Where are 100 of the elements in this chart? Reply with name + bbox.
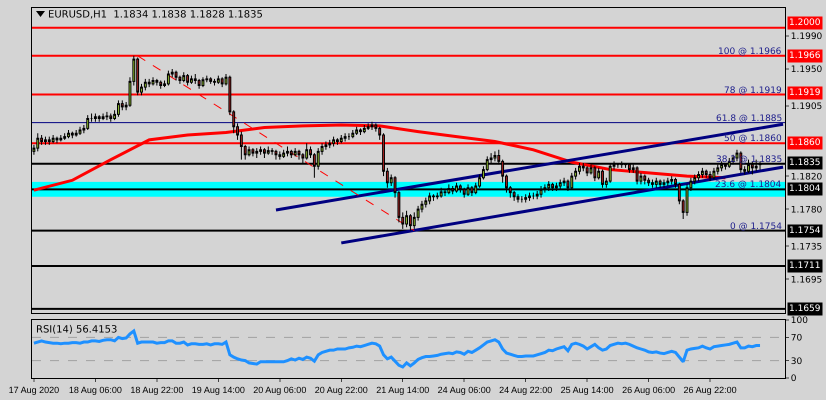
candlestick (428, 192, 432, 205)
candlestick (166, 70, 170, 86)
candlestick (336, 138, 339, 146)
candlestick (274, 149, 278, 160)
candlestick (328, 139, 332, 149)
candlestick (658, 178, 662, 188)
candlestick (248, 146, 251, 157)
chart-title: EURUSD,H1 1.1834 1.1838 1.1828 1.1835 (48, 10, 263, 20)
annotation: 0 @ 1.1754 (730, 222, 782, 232)
candlestick (708, 170, 712, 182)
x-tick-label: 21 Aug 14:00 (376, 384, 430, 395)
x-tick-label: 24 Aug 06:00 (438, 384, 491, 395)
candlestick (102, 113, 105, 121)
candlestick (152, 76, 154, 86)
x-tick-label: 19 Aug 14:00 (192, 384, 245, 395)
candlestick (666, 177, 670, 187)
annotation: 61.8 @ 1.1885 (716, 114, 782, 124)
candlestick (359, 128, 362, 136)
candlestick (332, 136, 336, 147)
candlestick (202, 76, 204, 88)
candlestick (532, 192, 535, 200)
y-tick-label: 30 (790, 356, 803, 367)
candlestick (209, 76, 212, 84)
candlestick (282, 149, 286, 159)
ref-line-label: 1.1711 (789, 261, 820, 271)
candlestick (670, 176, 674, 185)
candlestick (59, 134, 62, 142)
y-tick-label: 100 (790, 316, 808, 326)
candlestick (528, 192, 531, 202)
candlestick (524, 194, 528, 204)
candlestick (98, 114, 101, 122)
candlestick (255, 148, 258, 159)
candlestick (647, 177, 650, 187)
ref-line-label: 1.1835 (789, 158, 820, 168)
candlestick (74, 130, 78, 138)
candlestick (432, 194, 435, 202)
candlestick (70, 131, 74, 139)
candlestick (643, 174, 646, 185)
candlestick (198, 78, 201, 90)
candlestick (105, 111, 108, 121)
candlestick (294, 148, 297, 157)
candlestick (251, 148, 254, 157)
x-tick-label: 20 Aug 22:00 (314, 384, 368, 395)
candlestick (366, 122, 370, 130)
ref-line-label: 1.1659 (789, 304, 821, 314)
candlestick (174, 70, 178, 82)
y-tick-label: 1.1905 (790, 102, 822, 112)
candlestick (305, 142, 308, 160)
x-tick-label: 26 Aug 22:00 (684, 384, 737, 395)
candlestick (36, 132, 40, 152)
ref-line-label: 1.1860 (789, 138, 821, 148)
candlestick (562, 177, 566, 187)
x-tick-label: 25 Aug 14:00 (560, 384, 614, 395)
x-tick-label: 24 Aug 22:00 (499, 384, 552, 395)
candlestick (355, 126, 358, 136)
candlestick (651, 178, 654, 188)
candlestick (586, 166, 589, 177)
annotation: 78 @ 1.1919 (724, 86, 782, 96)
y-tick-label: 1.1950 (790, 65, 823, 76)
text: RSI(14) 56.4153 (36, 324, 118, 336)
candlestick (182, 72, 186, 83)
candlestick (700, 167, 704, 178)
candlestick (654, 177, 658, 188)
x-tick-label: 20 Aug 06:00 (253, 384, 306, 395)
candlestick (266, 146, 270, 156)
y-tick-label: 1.1820 (790, 172, 823, 182)
candlestick (67, 130, 70, 139)
candlestick (117, 100, 120, 118)
candlestick (109, 113, 112, 122)
y-tick-label: 1.1735 (790, 242, 822, 252)
candlestick (712, 167, 716, 180)
candlestick (63, 132, 66, 140)
candlestick (286, 146, 289, 157)
y-tick-label: 1.1990 (790, 32, 823, 42)
candlestick (290, 149, 293, 159)
candlestick (159, 80, 162, 90)
candlestick (155, 78, 158, 86)
candlestick (270, 148, 274, 156)
candlestick (351, 130, 354, 139)
candlestick (216, 75, 220, 84)
x-tick-label: 26 Aug 06:00 (622, 384, 676, 395)
candlestick (520, 195, 524, 204)
candlestick (348, 132, 350, 140)
candlestick (344, 132, 347, 142)
candlestick (186, 73, 190, 86)
candlestick (44, 136, 47, 146)
ref-line-label: 1.1754 (789, 226, 821, 236)
candlestick (262, 148, 266, 159)
candlestick (370, 121, 374, 130)
candlestick (56, 136, 58, 144)
candlestick (148, 78, 151, 88)
candlestick (220, 76, 224, 88)
ref-line-label: 1.1966 (789, 51, 821, 61)
annotation: 100 @ 1.1966 (718, 47, 782, 57)
candlestick (324, 141, 328, 150)
candlestick (405, 210, 408, 228)
candlestick (362, 124, 366, 134)
candlestick (86, 114, 90, 130)
x-tick-label: 17 Aug 2020 (8, 384, 60, 395)
candlestick (298, 149, 300, 160)
